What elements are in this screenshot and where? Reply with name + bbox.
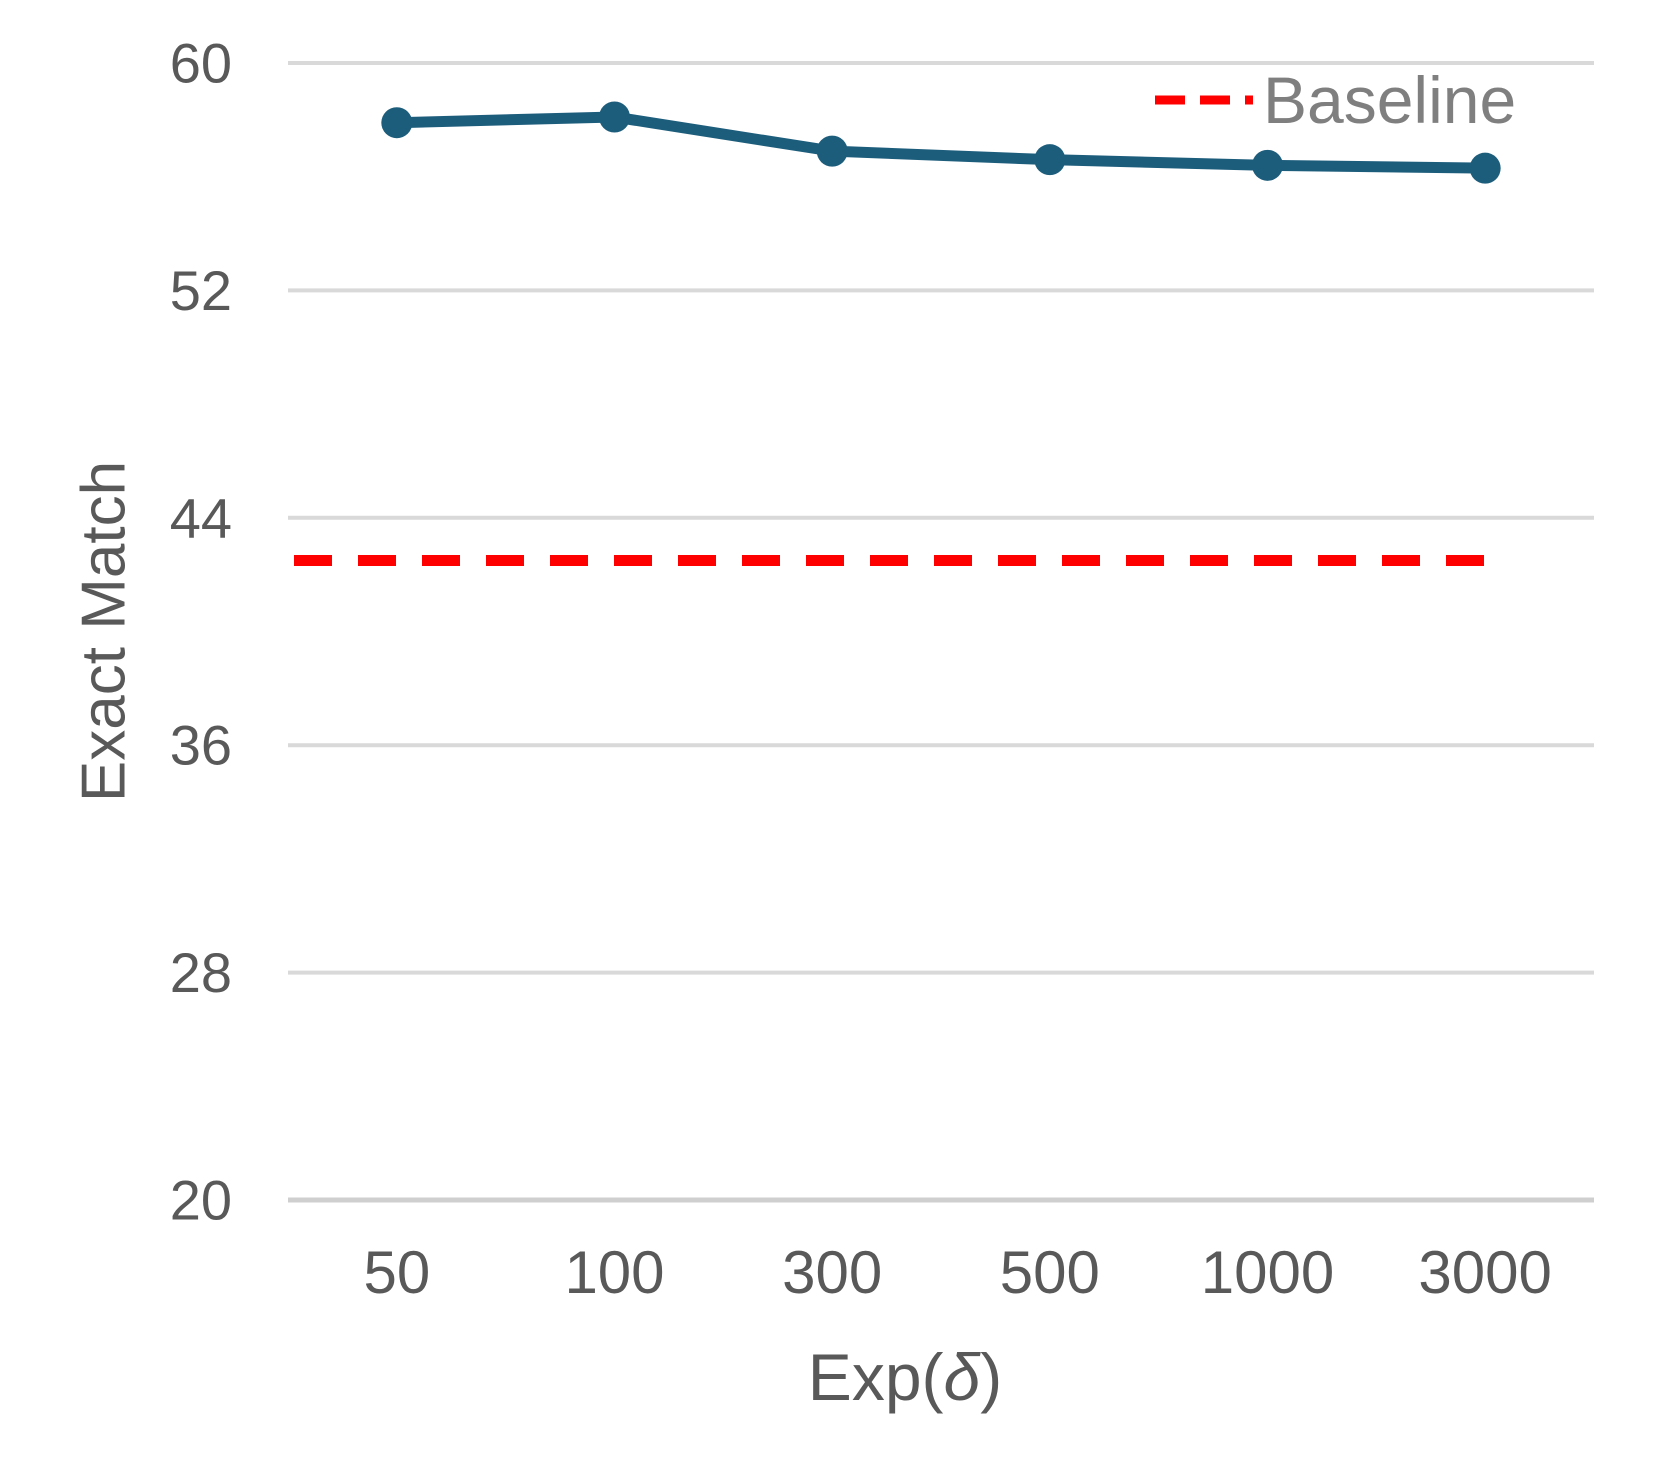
series-line — [391, 111, 1491, 174]
x-tick-label: 500 — [1000, 1239, 1100, 1306]
series-marker — [381, 107, 413, 139]
y-tick-label: 44 — [170, 486, 232, 549]
series-marker — [1469, 152, 1501, 184]
x-tick-label: 1000 — [1201, 1239, 1334, 1306]
y-tick-label: 20 — [170, 1169, 232, 1232]
series-marker — [1252, 149, 1283, 181]
x-axis-title: Exp(δ) — [808, 1340, 1002, 1414]
y-tick-label: 36 — [170, 714, 232, 777]
x-tick-label: 100 — [564, 1239, 664, 1306]
x-tick-label: 300 — [782, 1239, 882, 1306]
y-tick-label: 60 — [170, 32, 232, 95]
y-tick-label: 28 — [170, 941, 232, 1004]
series-marker — [599, 101, 630, 133]
series-marker — [816, 135, 848, 167]
legend-label: Baseline — [1263, 63, 1516, 137]
series-marker — [1034, 144, 1066, 176]
x-tick-label: 50 — [363, 1239, 430, 1306]
y-tick-label: 52 — [170, 259, 232, 322]
x-tick-label: 3000 — [1418, 1239, 1551, 1306]
y-axis-title: Exact Match — [70, 461, 139, 802]
